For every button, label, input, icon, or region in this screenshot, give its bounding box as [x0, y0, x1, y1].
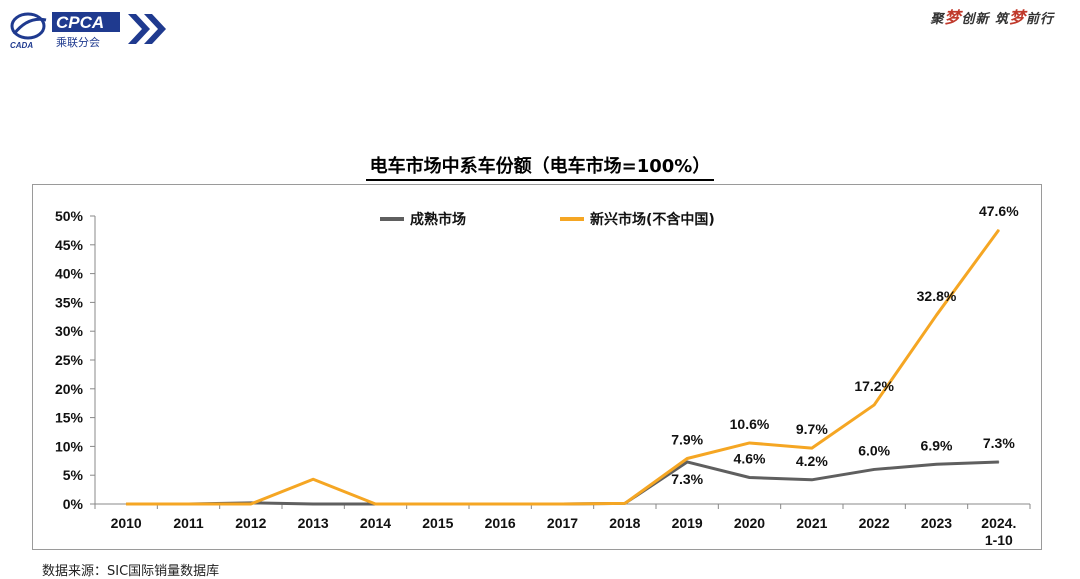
x-tick-label: 2017: [547, 515, 578, 531]
data-point: [312, 478, 314, 480]
data-label: 9.7%: [796, 421, 828, 437]
data-point: [998, 461, 1000, 463]
chevron-right-icon: [128, 14, 150, 44]
x-tick-label: 2022: [859, 515, 890, 531]
x-tick-label: 2019: [672, 515, 703, 531]
data-label: 47.6%: [979, 203, 1019, 219]
x-tick-label: 2014: [360, 515, 391, 531]
data-point: [375, 503, 376, 505]
legend-label: 成熟市场: [410, 211, 466, 228]
slogan-part-accent: 梦: [1008, 8, 1026, 27]
y-tick-label: 5%: [63, 467, 84, 483]
slogan: 聚梦创新 筑梦前行: [930, 4, 1054, 28]
x-tick-label: 2012: [235, 515, 266, 531]
logo-small-text: CADA: [10, 41, 33, 50]
data-point: [936, 314, 937, 316]
data-point: [749, 477, 750, 479]
data-point: [749, 442, 750, 444]
data-point: [811, 479, 813, 481]
data-point: [811, 447, 813, 449]
y-tick-label: 10%: [55, 438, 84, 454]
cpca-logo: CADA CPCA 乘联分会: [10, 12, 166, 50]
data-point: [624, 502, 626, 504]
data-point: [188, 503, 189, 505]
x-tick-label: 1-10: [985, 532, 1013, 548]
data-label: 7.3%: [671, 471, 703, 487]
y-tick-label: 25%: [55, 352, 84, 368]
y-tick-label: 40%: [55, 266, 84, 282]
x-tick-label: 2013: [298, 515, 329, 531]
data-point: [125, 503, 127, 505]
data-point: [562, 503, 563, 505]
data-point: [936, 463, 937, 465]
data-point: [250, 503, 252, 505]
chevron-right-icon: [144, 14, 166, 44]
data-point: [686, 457, 688, 459]
y-tick-label: 0%: [63, 496, 84, 512]
y-tick-label: 35%: [55, 294, 84, 310]
slogan-part: 聚: [930, 12, 945, 27]
data-label: 17.2%: [854, 378, 894, 394]
data-label: 10.6%: [730, 416, 770, 432]
slogan-part: 前行: [1025, 12, 1054, 27]
legend-label: 新兴市场(不含中国): [590, 211, 715, 228]
data-label: 7.3%: [983, 435, 1015, 451]
logo-sub-text: 乘联分会: [56, 36, 100, 49]
source-note: 数据来源：SIC国际销量数据库: [42, 564, 220, 579]
x-tick-label: 2010: [111, 515, 142, 531]
data-label: 32.8%: [917, 288, 957, 304]
x-tick-label: 2024.: [981, 515, 1016, 531]
series-line-1: [126, 228, 1001, 506]
slogan-part-accent: 梦: [944, 8, 962, 27]
plot-frame: [32, 184, 1042, 550]
data-label: 6.9%: [921, 437, 953, 453]
x-tick-label: 2020: [734, 515, 765, 531]
x-tick-label: 2015: [422, 515, 453, 531]
y-tick-label: 30%: [55, 323, 84, 339]
data-label: 6.0%: [858, 442, 890, 458]
data-point: [998, 229, 1000, 231]
x-tick-label: 2021: [796, 515, 827, 531]
data-point: [873, 404, 875, 406]
data-point: [873, 468, 875, 470]
data-point: [499, 503, 501, 505]
y-tick-label: 45%: [55, 237, 84, 253]
y-tick-label: 15%: [55, 410, 84, 426]
x-tick-label: 2011: [173, 515, 204, 531]
x-tick-label: 2016: [485, 515, 516, 531]
data-point: [686, 461, 688, 463]
data-label: 4.6%: [734, 451, 766, 467]
chart-title: 电车市场中系车份额（电车市场=100%）: [0, 152, 1080, 181]
series-line-0: [126, 460, 999, 506]
logo-swoosh-icon: [12, 17, 47, 35]
logo-text: CPCA: [56, 13, 104, 32]
x-tick-label: 2023: [921, 515, 952, 531]
y-tick-label: 20%: [55, 381, 84, 397]
logo-emblem-icon: [10, 12, 46, 40]
y-tick-label: 50%: [55, 208, 84, 224]
data-point: [437, 503, 439, 505]
x-tick-label: 2018: [609, 515, 640, 531]
data-label: 7.9%: [671, 431, 703, 447]
data-point: [312, 503, 314, 505]
slogan-part: 创新 筑: [961, 12, 1009, 27]
data-label: 4.2%: [796, 453, 828, 469]
